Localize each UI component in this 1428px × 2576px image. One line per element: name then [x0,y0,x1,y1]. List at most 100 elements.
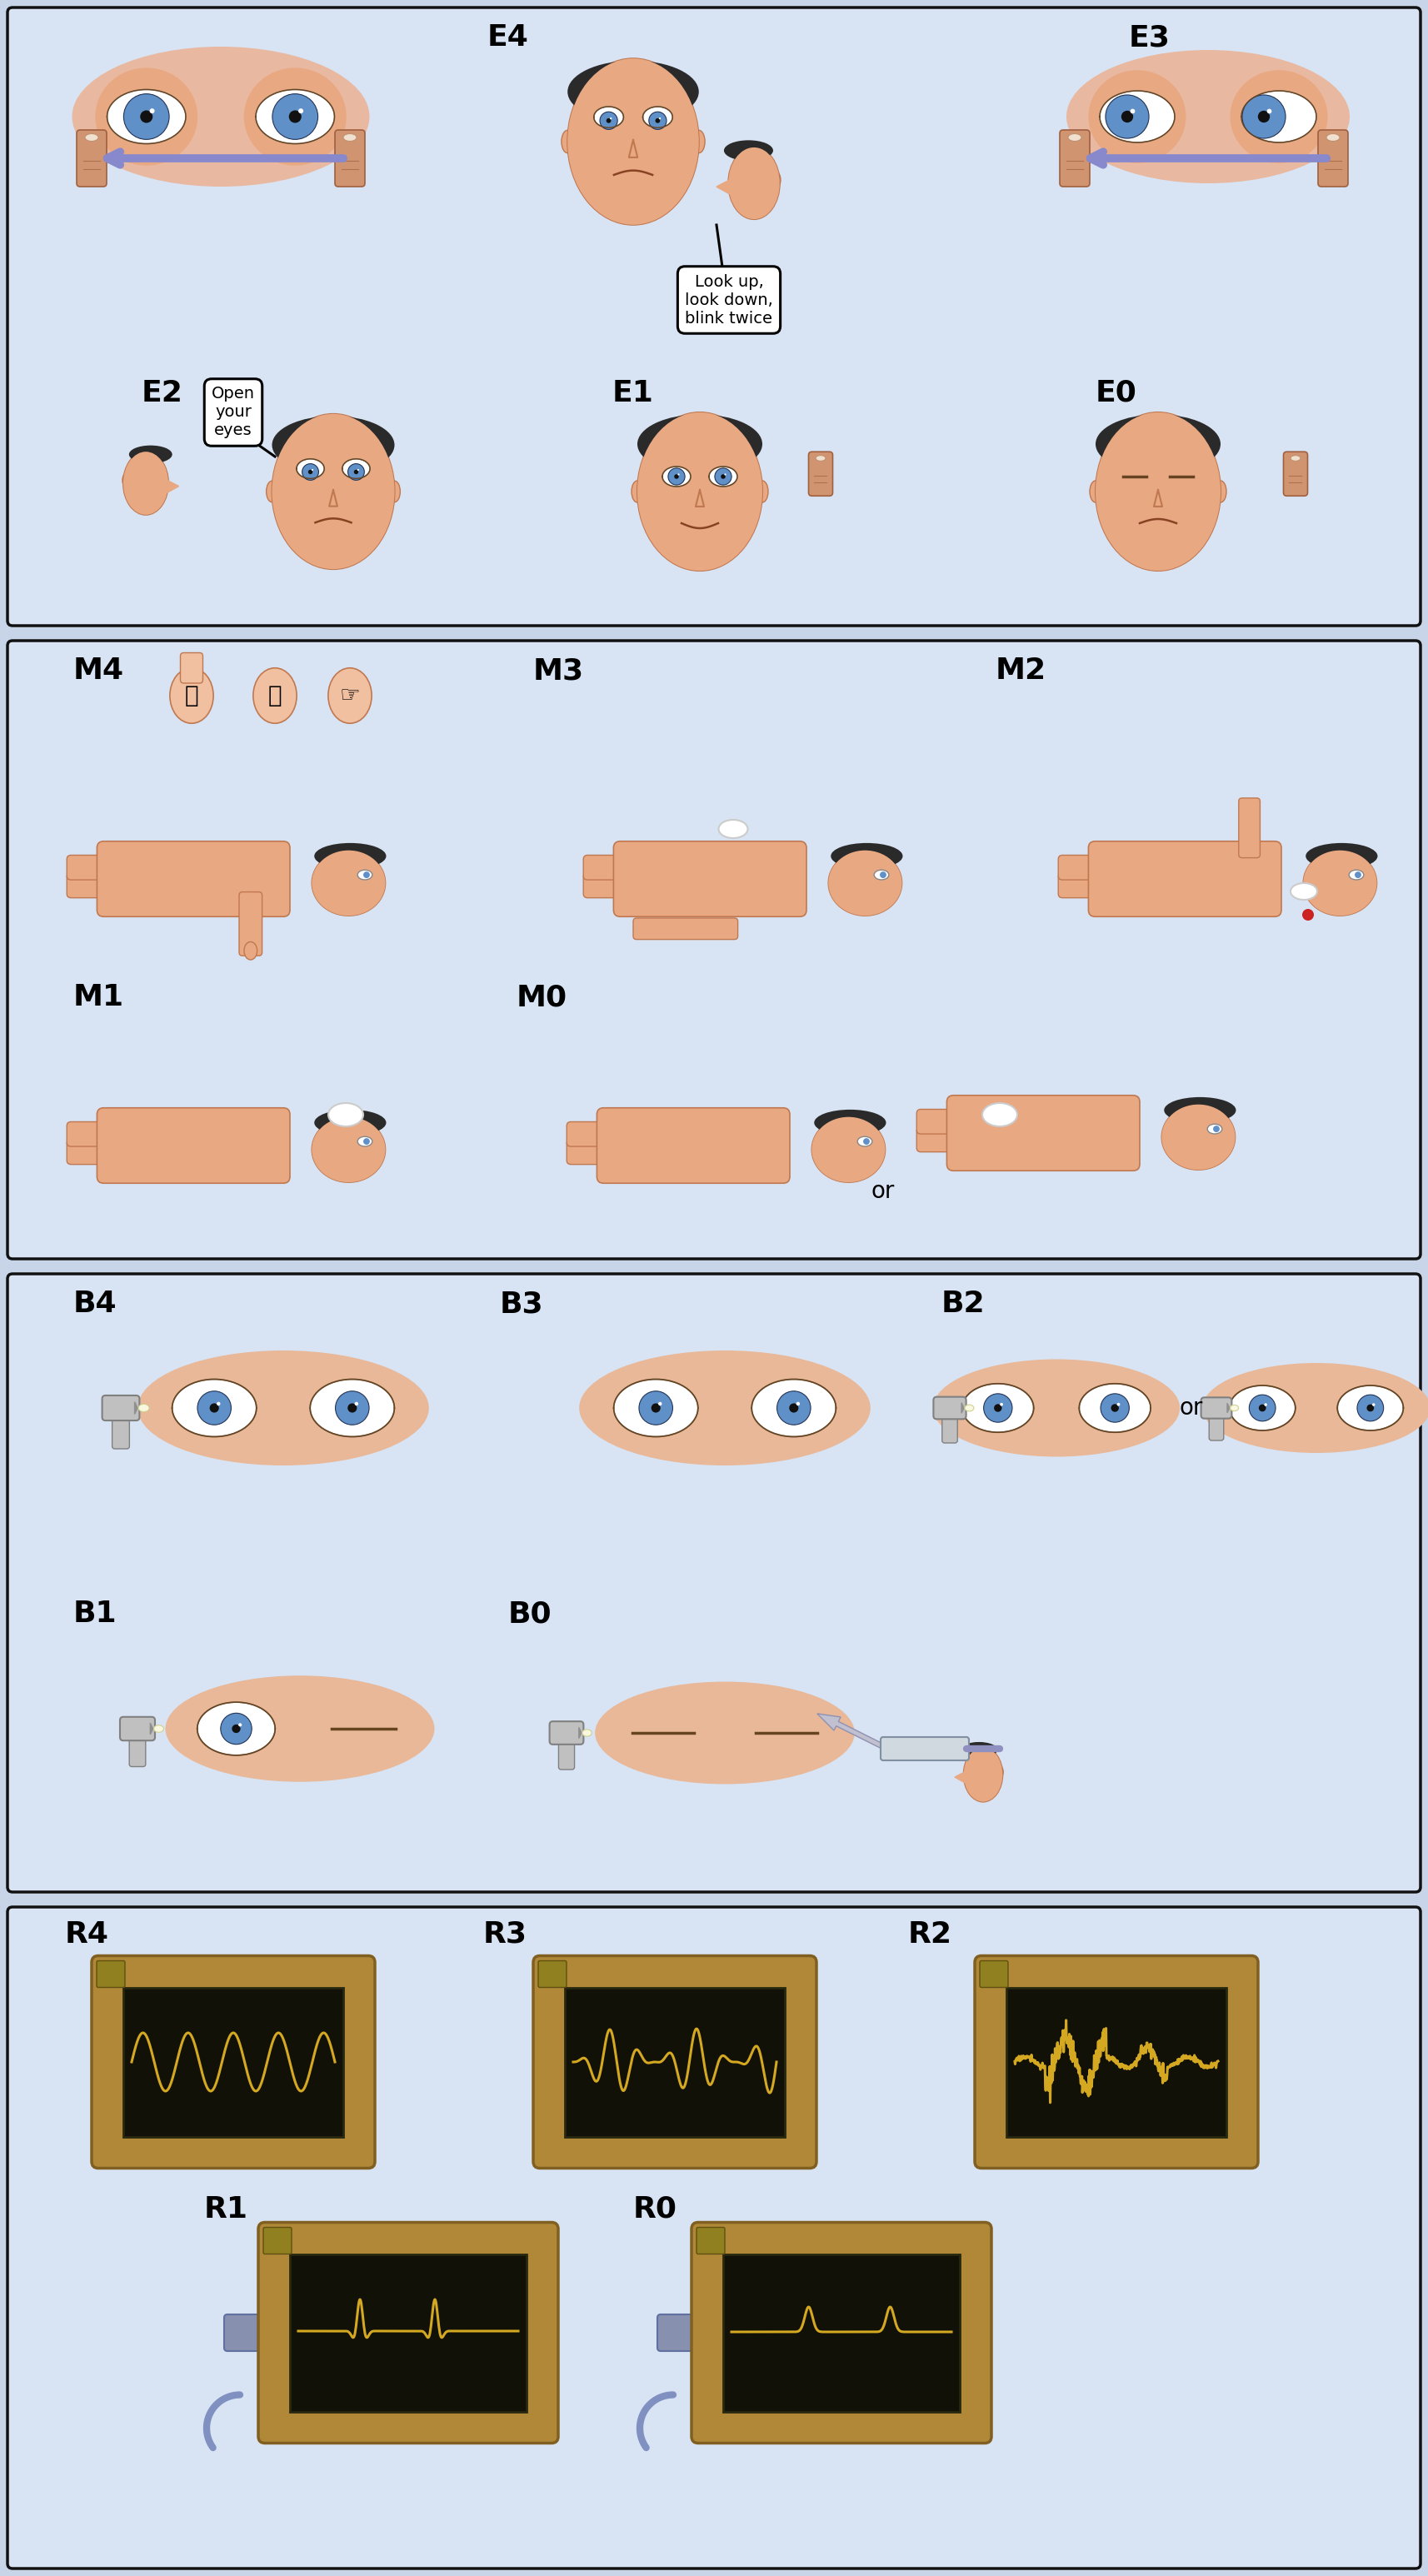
Ellipse shape [347,1404,357,1412]
Ellipse shape [1161,1105,1235,1170]
Ellipse shape [1212,1126,1220,1133]
Ellipse shape [338,451,374,487]
FancyArrow shape [817,1713,888,1752]
FancyBboxPatch shape [584,873,804,899]
Ellipse shape [1338,1386,1404,1430]
Ellipse shape [1302,909,1314,920]
Ellipse shape [1264,1404,1267,1406]
FancyBboxPatch shape [697,2228,725,2254]
Polygon shape [961,1404,964,1414]
Polygon shape [717,178,735,196]
Ellipse shape [1000,1404,1002,1406]
Ellipse shape [1304,850,1377,914]
Polygon shape [150,1723,153,1734]
Ellipse shape [964,1747,1002,1801]
FancyBboxPatch shape [1058,855,1279,881]
Ellipse shape [1304,850,1377,914]
Ellipse shape [123,451,169,515]
Ellipse shape [965,1404,974,1412]
FancyBboxPatch shape [263,2228,291,2254]
Ellipse shape [1095,412,1221,572]
Ellipse shape [1305,842,1378,868]
Ellipse shape [1164,1097,1237,1123]
Ellipse shape [567,59,698,224]
Ellipse shape [266,482,277,502]
Ellipse shape [771,173,781,188]
Ellipse shape [238,1723,241,1726]
Ellipse shape [567,62,698,124]
Ellipse shape [643,106,673,129]
Ellipse shape [1355,871,1361,878]
Text: E1: E1 [613,379,654,407]
Text: E2: E2 [141,379,183,407]
Ellipse shape [651,1404,661,1412]
FancyBboxPatch shape [336,129,366,185]
FancyBboxPatch shape [97,1108,290,1182]
Ellipse shape [1095,415,1221,474]
Ellipse shape [311,1118,386,1182]
Ellipse shape [210,1404,218,1412]
Ellipse shape [107,90,186,144]
Ellipse shape [728,147,780,219]
Ellipse shape [86,134,99,142]
Ellipse shape [964,1747,1002,1801]
Text: M2: M2 [995,657,1047,685]
Text: ☞: ☞ [340,685,360,708]
Ellipse shape [1258,1404,1267,1412]
Ellipse shape [1117,1404,1120,1406]
FancyBboxPatch shape [97,842,290,917]
FancyBboxPatch shape [980,1960,1008,1989]
Ellipse shape [811,1118,885,1182]
Ellipse shape [217,1401,220,1406]
Ellipse shape [1327,134,1339,142]
Ellipse shape [637,412,763,572]
Ellipse shape [293,451,328,487]
Ellipse shape [1372,1404,1375,1406]
Ellipse shape [1111,1404,1118,1412]
Ellipse shape [1105,95,1150,139]
Ellipse shape [790,1404,798,1412]
Text: B1: B1 [73,1600,117,1628]
FancyBboxPatch shape [565,1989,785,2136]
Text: B0: B0 [508,1600,553,1628]
FancyBboxPatch shape [550,1721,584,1744]
Ellipse shape [253,667,297,724]
Ellipse shape [271,415,394,474]
Text: ✊: ✊ [268,685,281,708]
Ellipse shape [1230,70,1328,162]
FancyBboxPatch shape [597,1108,790,1182]
FancyBboxPatch shape [290,2254,527,2411]
FancyBboxPatch shape [103,1396,140,1419]
Ellipse shape [244,67,347,165]
Text: M3: M3 [533,657,584,685]
FancyBboxPatch shape [1210,1412,1224,1440]
Ellipse shape [271,415,394,569]
Ellipse shape [637,412,763,572]
Ellipse shape [1131,108,1135,113]
Ellipse shape [256,90,334,144]
Text: or: or [1180,1396,1204,1419]
Text: M4: M4 [73,657,124,685]
Ellipse shape [567,59,698,224]
FancyBboxPatch shape [7,1906,1421,2568]
FancyBboxPatch shape [258,2223,558,2442]
Ellipse shape [354,1401,358,1406]
Ellipse shape [271,415,394,569]
Ellipse shape [139,1404,149,1412]
Ellipse shape [828,850,902,914]
Ellipse shape [994,1404,1002,1412]
FancyBboxPatch shape [975,1955,1258,2169]
FancyBboxPatch shape [180,652,203,683]
Ellipse shape [962,1383,1034,1432]
Ellipse shape [123,451,169,515]
Ellipse shape [1100,90,1175,142]
Ellipse shape [1161,1105,1235,1170]
FancyBboxPatch shape [567,1139,787,1164]
Ellipse shape [655,118,660,124]
Text: R1: R1 [204,2195,248,2223]
Ellipse shape [984,1394,1012,1422]
Ellipse shape [1241,90,1317,142]
Ellipse shape [129,446,173,464]
Ellipse shape [1267,108,1272,113]
Ellipse shape [831,842,902,868]
